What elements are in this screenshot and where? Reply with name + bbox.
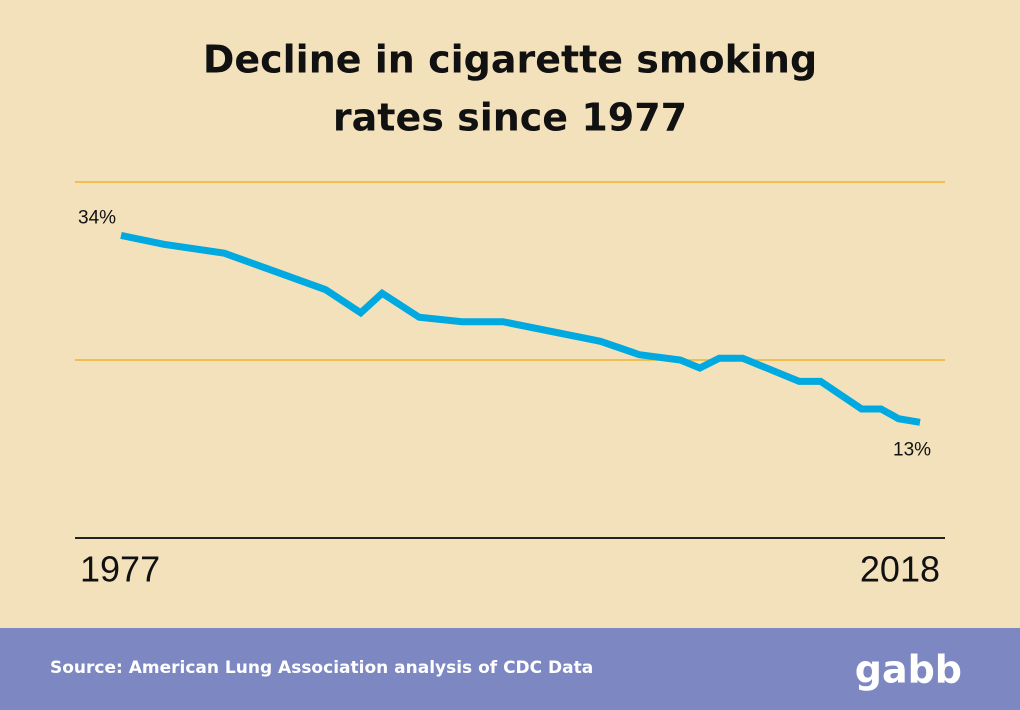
chart-title: rates since 1977	[333, 96, 687, 140]
footer-band	[0, 628, 1020, 710]
chart-title: Decline in cigarette smoking	[203, 38, 817, 82]
line	[120, 231, 921, 426]
x-tick-label: 1977	[80, 549, 160, 590]
source: Source: American Lung Association analys…	[50, 658, 593, 678]
background	[0, 0, 1020, 628]
data-label: 34%	[78, 207, 116, 228]
x-tick-label: 2018	[860, 549, 940, 590]
data-label: 13%	[893, 439, 931, 460]
brand-logo: gabb	[855, 648, 962, 692]
